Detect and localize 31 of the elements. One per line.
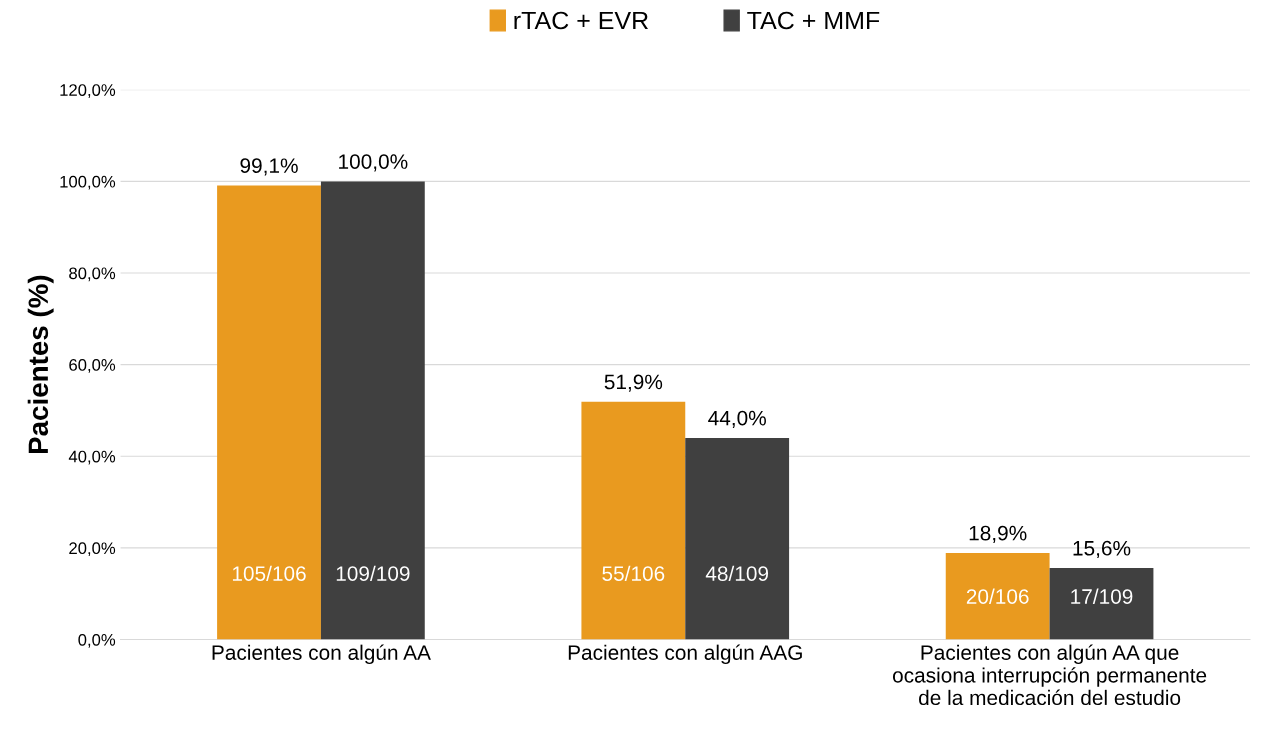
y-tick-label: 80,0% <box>69 267 116 282</box>
y-axis-title: Pacientes (%) <box>27 275 54 454</box>
x-tick-label: Pacientes con algún AA que ocasiona interrupción permanente de la medicación del estudio <box>892 644 1207 706</box>
data-label: 51,9% <box>604 374 663 392</box>
legend-label: TAC + MMF <box>747 11 880 30</box>
y-tick-label: 0,0% <box>78 633 116 648</box>
annotation: 109/109 <box>336 565 410 581</box>
y-tick-label: 60,0% <box>69 359 116 373</box>
bar <box>1049 568 1154 640</box>
x-tick-label: Pacientes con algún AAG <box>568 644 802 665</box>
data-label: 100,0% <box>339 154 408 172</box>
data-label: 18,9% <box>969 525 1027 543</box>
legend-label: rTAC + EVR <box>514 11 648 30</box>
data-label: 99,1% <box>240 158 298 176</box>
data-label: 15,6% <box>1073 540 1131 559</box>
y-tick-label: 120,0% <box>60 84 116 98</box>
bar <box>581 401 686 640</box>
annotation: 55/106 <box>602 565 665 581</box>
annotation: 48/109 <box>705 565 769 581</box>
x-tick-label: Pacientes con algún AA <box>212 644 431 665</box>
y-tick-label: 100,0% <box>60 175 116 190</box>
data-label: 44,0% <box>708 410 766 428</box>
y-tick-label: 20,0% <box>69 542 116 557</box>
annotation: 20/106 <box>966 588 1029 604</box>
bar <box>217 185 321 640</box>
bar <box>685 437 790 640</box>
annotation: 17/109 <box>1071 588 1133 604</box>
bar <box>945 552 1050 640</box>
y-tick-label: 40,0% <box>68 450 116 465</box>
annotation: 105/106 <box>232 565 306 581</box>
bar <box>320 181 425 640</box>
